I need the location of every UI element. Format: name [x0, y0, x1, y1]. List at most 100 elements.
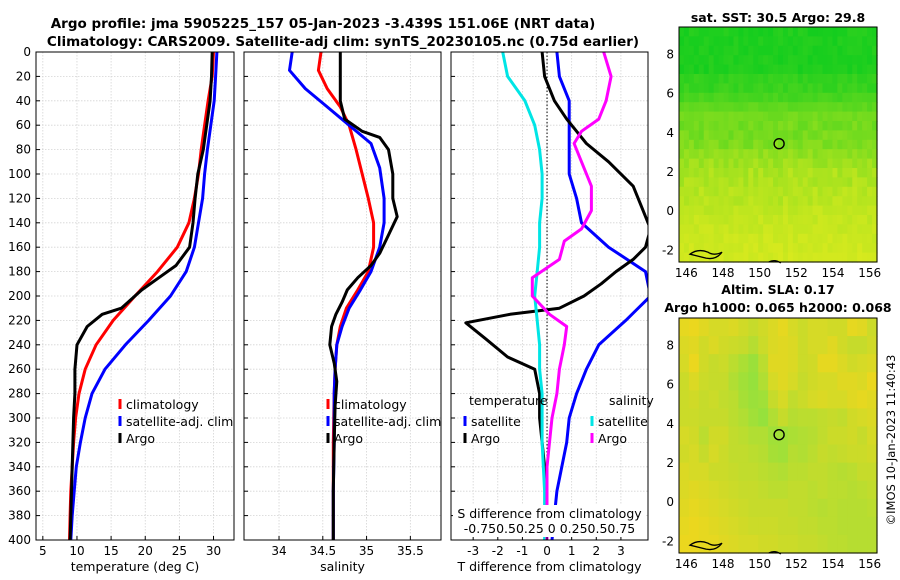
map-cell	[733, 45, 739, 56]
map-cell	[847, 233, 853, 244]
map-cell	[758, 121, 764, 131]
map-cell	[703, 64, 710, 75]
map-cell	[847, 480, 858, 500]
map-cell	[698, 336, 710, 355]
map-cell	[708, 158, 715, 169]
map-cell	[738, 224, 744, 235]
map-cell	[723, 158, 730, 169]
map-cell	[773, 130, 779, 141]
map-cell	[698, 177, 705, 188]
map-cell	[753, 111, 759, 122]
map-cell	[807, 354, 819, 373]
map-cell	[718, 111, 725, 122]
map-cell	[867, 390, 878, 409]
map-cell	[832, 224, 838, 235]
map-cell	[852, 149, 858, 160]
map-cell	[797, 215, 804, 225]
map-cell	[802, 139, 809, 150]
map-cell	[842, 243, 848, 254]
series-line-s-argo	[530, 52, 613, 540]
map-cell	[708, 111, 715, 122]
map-cell	[817, 224, 824, 235]
y-tick-label: 180	[8, 265, 31, 279]
map-cell	[792, 130, 799, 141]
map-cell	[679, 480, 690, 500]
map-cell	[817, 390, 829, 409]
map-cell	[743, 224, 749, 235]
map-cell	[782, 196, 789, 207]
map-cell	[763, 168, 769, 178]
y-tick-label: 240	[8, 338, 31, 352]
map-cell	[738, 130, 744, 141]
map-cell	[857, 168, 863, 178]
map-cell	[842, 36, 848, 47]
float-marker	[773, 429, 785, 441]
map-cell	[847, 74, 853, 84]
map-cell	[758, 92, 764, 103]
map-cell	[867, 186, 873, 197]
map-cell	[867, 121, 873, 131]
series-line-s-satellite	[501, 52, 547, 540]
map-cell	[807, 318, 819, 337]
map-cell	[847, 83, 853, 94]
map-cell	[728, 252, 735, 263]
map-cell	[867, 196, 873, 207]
map-cell	[778, 534, 789, 554]
map-cell	[867, 27, 873, 37]
map-cell	[718, 354, 730, 373]
map-cell	[743, 111, 749, 122]
map-cell	[832, 27, 838, 37]
map-cell	[708, 534, 720, 554]
map-cell	[817, 205, 824, 216]
map-x-tick-label: 146	[675, 266, 698, 280]
map-cell	[842, 111, 848, 122]
map-cell	[812, 215, 819, 225]
map-cell	[683, 27, 690, 37]
map-cell	[792, 205, 799, 216]
map-cell	[708, 121, 715, 131]
map-cell	[753, 233, 759, 244]
map-cell	[837, 186, 843, 197]
map-cell	[723, 130, 730, 141]
map-cell	[733, 27, 739, 37]
map-cell	[857, 83, 863, 94]
map-cell	[847, 243, 853, 254]
map-cell	[753, 215, 759, 225]
map-cell	[683, 130, 690, 141]
map-cell	[748, 177, 754, 188]
map-cell	[748, 111, 754, 122]
map-cell	[837, 92, 843, 103]
map-cell	[827, 498, 838, 518]
map-cell	[812, 74, 819, 84]
map-cell	[743, 186, 749, 197]
x-tick-label: 35.5	[397, 544, 424, 558]
map-cell	[812, 233, 819, 244]
map-cell	[842, 215, 848, 225]
map-cell	[792, 139, 799, 150]
map-cell	[768, 516, 779, 536]
map-cell	[842, 186, 848, 197]
map-cell	[787, 243, 794, 254]
map-cell	[688, 444, 700, 464]
map-cell	[753, 121, 759, 131]
map-cell	[758, 498, 769, 518]
map-cell	[832, 111, 838, 122]
map-cell	[758, 444, 769, 464]
map-cell	[827, 215, 834, 225]
map-cell	[787, 139, 794, 150]
map-cell	[807, 45, 814, 56]
map-cell	[862, 149, 868, 160]
map-cell	[773, 205, 779, 216]
map-cell	[807, 516, 819, 536]
map-cell	[867, 462, 878, 482]
map-cell	[802, 186, 809, 197]
map-cell	[728, 149, 735, 160]
map-cell	[708, 92, 715, 103]
map-cell	[733, 177, 739, 188]
map-cell	[688, 354, 700, 373]
y-tick-label: 340	[8, 460, 31, 474]
map-cell	[842, 233, 848, 244]
map-cell	[807, 215, 814, 225]
map-cell	[802, 149, 809, 160]
map-cell	[847, 36, 853, 47]
